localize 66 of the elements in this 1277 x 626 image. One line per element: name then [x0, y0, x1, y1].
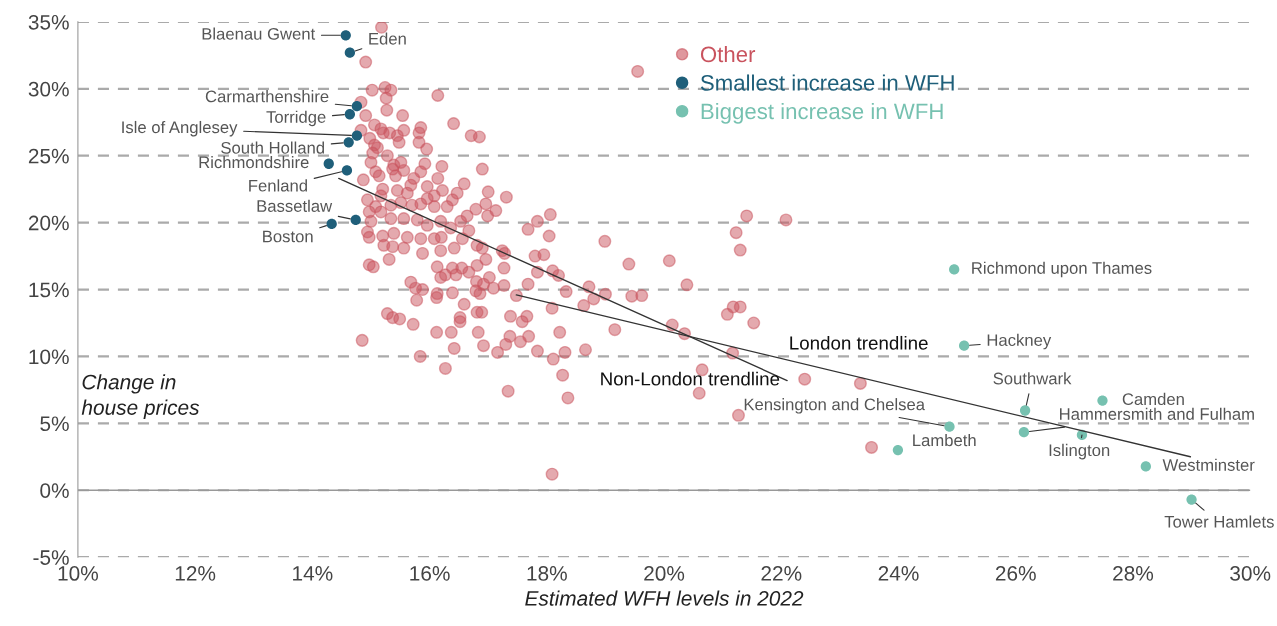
point	[892, 444, 904, 456]
x-tick-label: 24%	[878, 566, 919, 581]
x-tick-label: 26%	[995, 566, 1036, 581]
point	[1018, 427, 1030, 438]
annotation: South Holland	[221, 141, 325, 154]
annotation: Non-London trendline	[601, 371, 780, 386]
x-tick-label: 18%	[527, 566, 567, 581]
legend-label: Other	[700, 45, 756, 63]
annotation: Camden	[1122, 392, 1184, 406]
annotation: Blaenau Gwent	[202, 27, 316, 40]
annotation: Torridge	[266, 110, 326, 127]
annotation: Fenland	[249, 179, 307, 192]
point	[1140, 461, 1151, 472]
x-tick-label: 30%	[1230, 566, 1271, 581]
x-tick-label: 22%	[761, 566, 802, 581]
annotation: Hammersmith and Fulham	[1060, 407, 1254, 420]
annotation: Tower Hamlets	[1164, 515, 1274, 528]
annotation: London trendline	[790, 335, 928, 350]
annotation: Southwark	[993, 372, 1072, 385]
y-tick-label: 0%	[40, 483, 69, 498]
y-tick-label: 25%	[28, 148, 69, 164]
point	[323, 158, 334, 169]
y-axis-title: Change in house prices	[81, 374, 200, 420]
legend-label: Smallest increase in WFH	[700, 74, 954, 91]
point	[326, 218, 337, 230]
y-tick-label: -5%	[33, 550, 69, 565]
legend-label: Biggest increase in WFH	[701, 102, 943, 124]
annotation: Richmondshire	[199, 155, 309, 169]
annotation: Bassetlaw	[257, 199, 333, 212]
annotation: Boston	[263, 230, 313, 243]
point	[341, 165, 353, 176]
annotation: Isle of Anglesey	[122, 120, 238, 137]
y-tick-label: 15%	[29, 282, 69, 298]
annotation: Carmarthenshire	[205, 90, 329, 103]
point	[944, 421, 955, 432]
annotation: Westminster	[1162, 458, 1255, 471]
y-tick-label: 10%	[29, 349, 69, 365]
point	[351, 130, 363, 141]
point	[1097, 395, 1108, 406]
point	[344, 109, 356, 120]
annotation: Islington	[1049, 443, 1110, 460]
y-tick-label: 5%	[40, 416, 69, 432]
point	[343, 137, 354, 148]
point	[959, 340, 970, 351]
x-tick-label: 12%	[175, 566, 216, 581]
annotation: Richmond upon Thames	[972, 261, 1152, 278]
point	[350, 214, 361, 226]
point	[949, 264, 960, 275]
x-tick-label: 16%	[410, 566, 450, 581]
point	[1186, 494, 1197, 505]
x-tick-label: 28%	[1113, 566, 1154, 581]
y-tick-label: 30%	[28, 81, 69, 97]
point	[340, 30, 351, 41]
point	[351, 101, 363, 112]
annotation: Kensington and Chelsea	[744, 398, 926, 414]
annotation: Eden	[369, 32, 406, 45]
x-tick-label: 10%	[58, 566, 99, 581]
x-tick-label: 14%	[293, 566, 333, 581]
annotation: Lambeth	[913, 433, 976, 447]
annotation: Hackney	[987, 333, 1052, 350]
y-tick-label: 35%	[28, 14, 69, 30]
x-axis-title: Estimated WFH levels in 2022	[525, 590, 804, 606]
point	[1019, 405, 1031, 416]
point	[344, 47, 356, 58]
x-tick-label: 20%	[644, 566, 685, 581]
y-tick-label: 20%	[28, 215, 69, 231]
